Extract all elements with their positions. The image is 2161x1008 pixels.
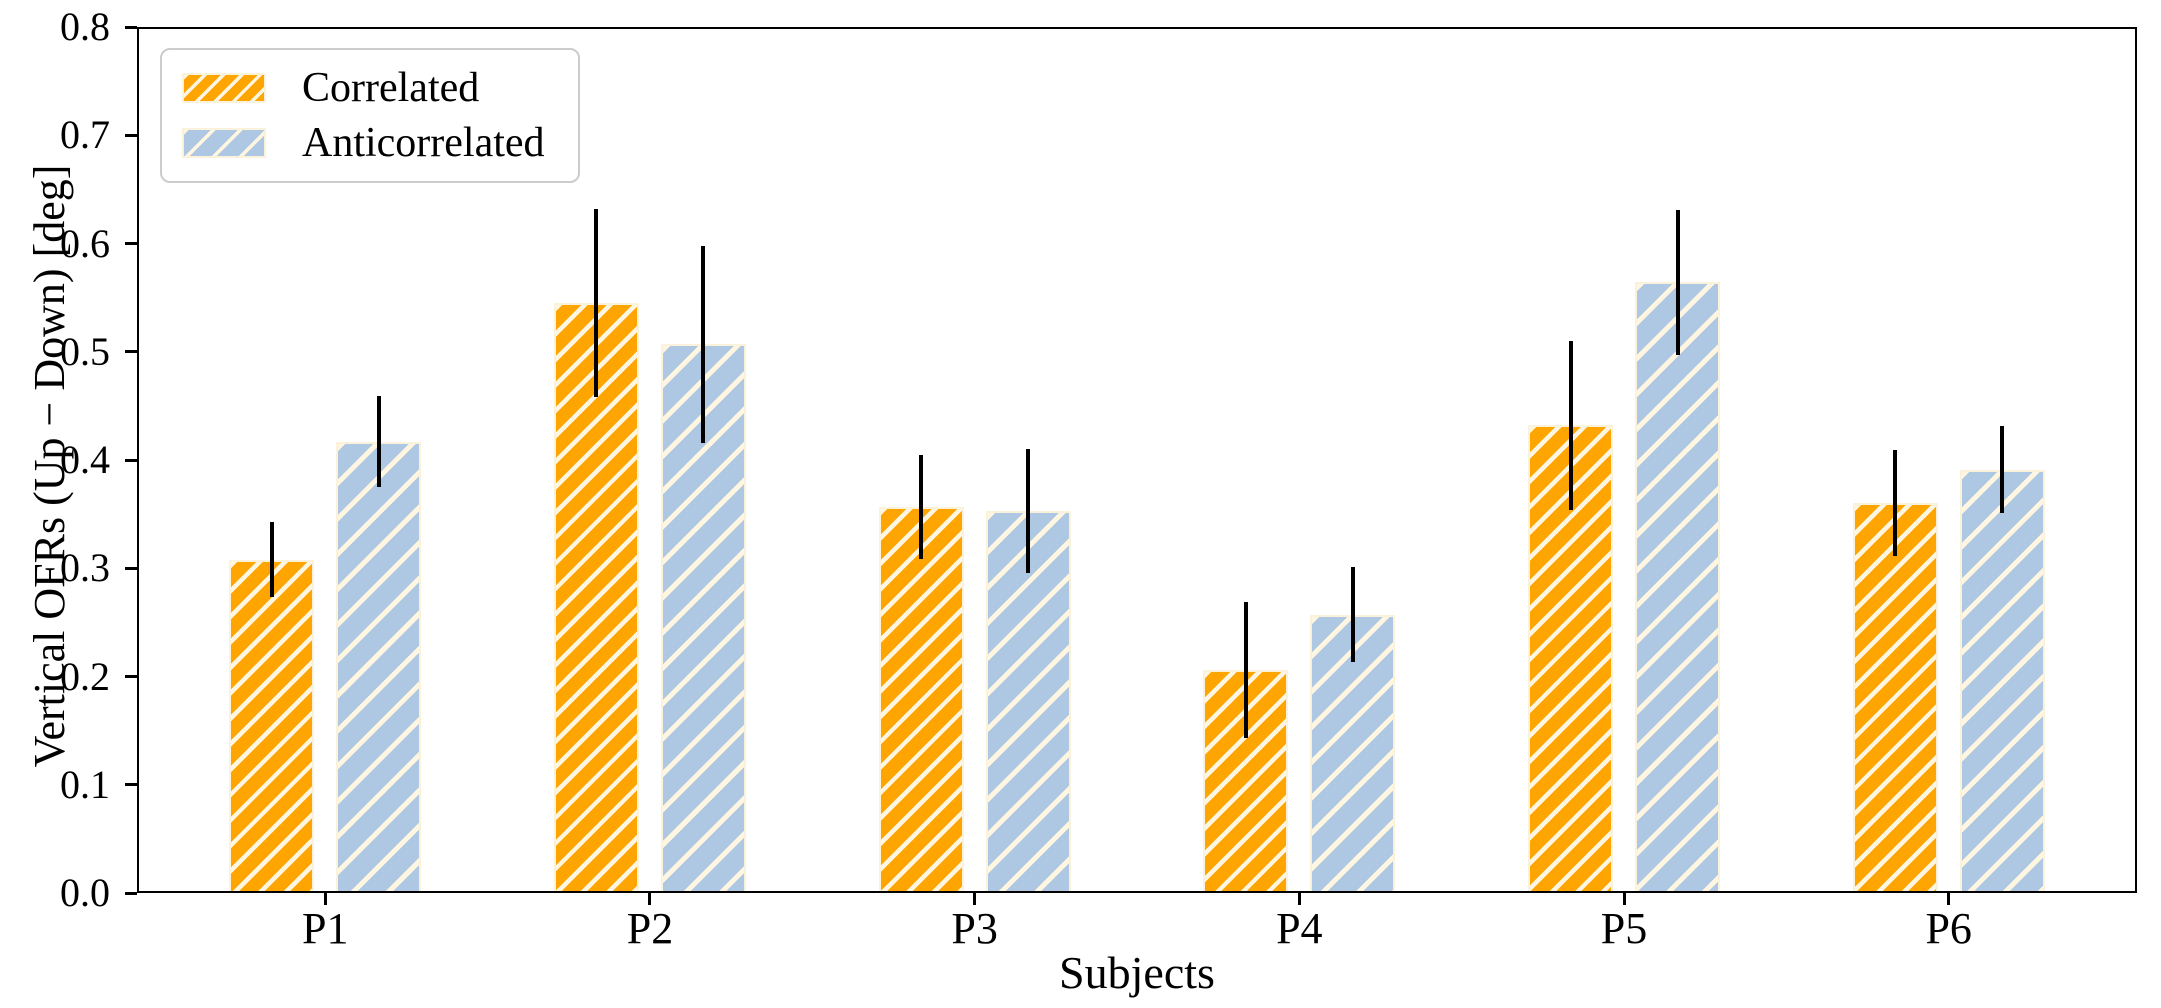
- y-tick-0.7: [125, 133, 137, 137]
- errorbar-anticorrelated-P2: [701, 245, 706, 443]
- plot-area: [137, 27, 2137, 893]
- x-tick-P6: [1947, 893, 1951, 905]
- bar-correlated-P1: [229, 559, 315, 893]
- y-tick-0.5: [125, 350, 137, 354]
- legend-label-correlated: Correlated: [302, 65, 480, 111]
- y-tick-0.0: [125, 891, 137, 895]
- errorbar-anticorrelated-P1: [376, 396, 381, 488]
- x-axis-label: Subjects: [1059, 947, 1215, 998]
- x-tick-label-P5: P5: [1600, 904, 1648, 953]
- bar-anticorrelated-P2: [660, 344, 746, 893]
- legend-entry-correlated: Correlated: [182, 65, 558, 111]
- x-tick-label-P1: P1: [302, 904, 349, 953]
- y-tick-label-0.1: 0.1: [60, 761, 110, 807]
- x-tick-P5: [1622, 893, 1626, 905]
- y-tick-0.2: [125, 675, 137, 678]
- x-tick-P2: [648, 893, 652, 905]
- legend: Correlated Anticorrelated: [160, 48, 580, 183]
- x-tick-label-P6: P6: [1925, 904, 1972, 953]
- errorbar-correlated-P2: [594, 208, 599, 398]
- bar-correlated-P2: [553, 303, 639, 893]
- y-tick-label-0.8: 0.8: [60, 4, 110, 49]
- x-tick-P3: [973, 893, 977, 905]
- x-tick-label-P4: P4: [1276, 904, 1323, 953]
- legend-label-anticorrelated: Anticorrelated: [302, 120, 545, 166]
- legend-swatch-correlated: [182, 73, 266, 103]
- y-tick-label-0.7: 0.7: [60, 112, 110, 158]
- errorbar-correlated-P3: [919, 454, 924, 559]
- y-tick-label-0.0: 0.0: [60, 870, 110, 915]
- y-tick-0.1: [125, 783, 137, 787]
- legend-swatch-anticorrelated: [182, 128, 266, 158]
- bar-anticorrelated-P5: [1635, 282, 1720, 893]
- errorbar-anticorrelated-P5: [1675, 209, 1680, 355]
- y-tick-label-0.5: 0.5: [60, 328, 110, 374]
- x-tick-label-P3: P3: [951, 904, 998, 953]
- x-tick-label-P2: P2: [626, 904, 674, 953]
- errorbar-anticorrelated-P4: [1350, 567, 1355, 663]
- y-tick-label-0.6: 0.6: [60, 220, 110, 266]
- y-tick-label-0.2: 0.2: [60, 653, 110, 699]
- errorbar-anticorrelated-P3: [1026, 449, 1031, 573]
- bar-anticorrelated-P6: [1959, 469, 2045, 893]
- y-tick-0.8: [125, 25, 137, 29]
- errorbar-correlated-P1: [269, 521, 274, 598]
- x-tick-P1: [323, 893, 327, 905]
- y-tick-0.6: [125, 242, 137, 245]
- bar-correlated-P3: [878, 506, 964, 893]
- errorbar-correlated-P6: [1893, 450, 1898, 557]
- errorbar-correlated-P5: [1568, 340, 1573, 510]
- bar-anticorrelated-P3: [985, 510, 1071, 893]
- bar-anticorrelated-P1: [336, 441, 422, 893]
- y-tick-label-0.3: 0.3: [60, 545, 110, 591]
- y-tick-0.4: [125, 458, 137, 462]
- bar-correlated-P6: [1852, 503, 1938, 893]
- legend-entry-anticorrelated: Anticorrelated: [182, 120, 558, 166]
- errorbar-anticorrelated-P6: [2000, 426, 2005, 514]
- x-tick-P4: [1297, 893, 1301, 905]
- errorbar-correlated-P4: [1243, 601, 1248, 739]
- y-tick-label-0.4: 0.4: [60, 437, 110, 482]
- y-tick-0.3: [125, 566, 137, 570]
